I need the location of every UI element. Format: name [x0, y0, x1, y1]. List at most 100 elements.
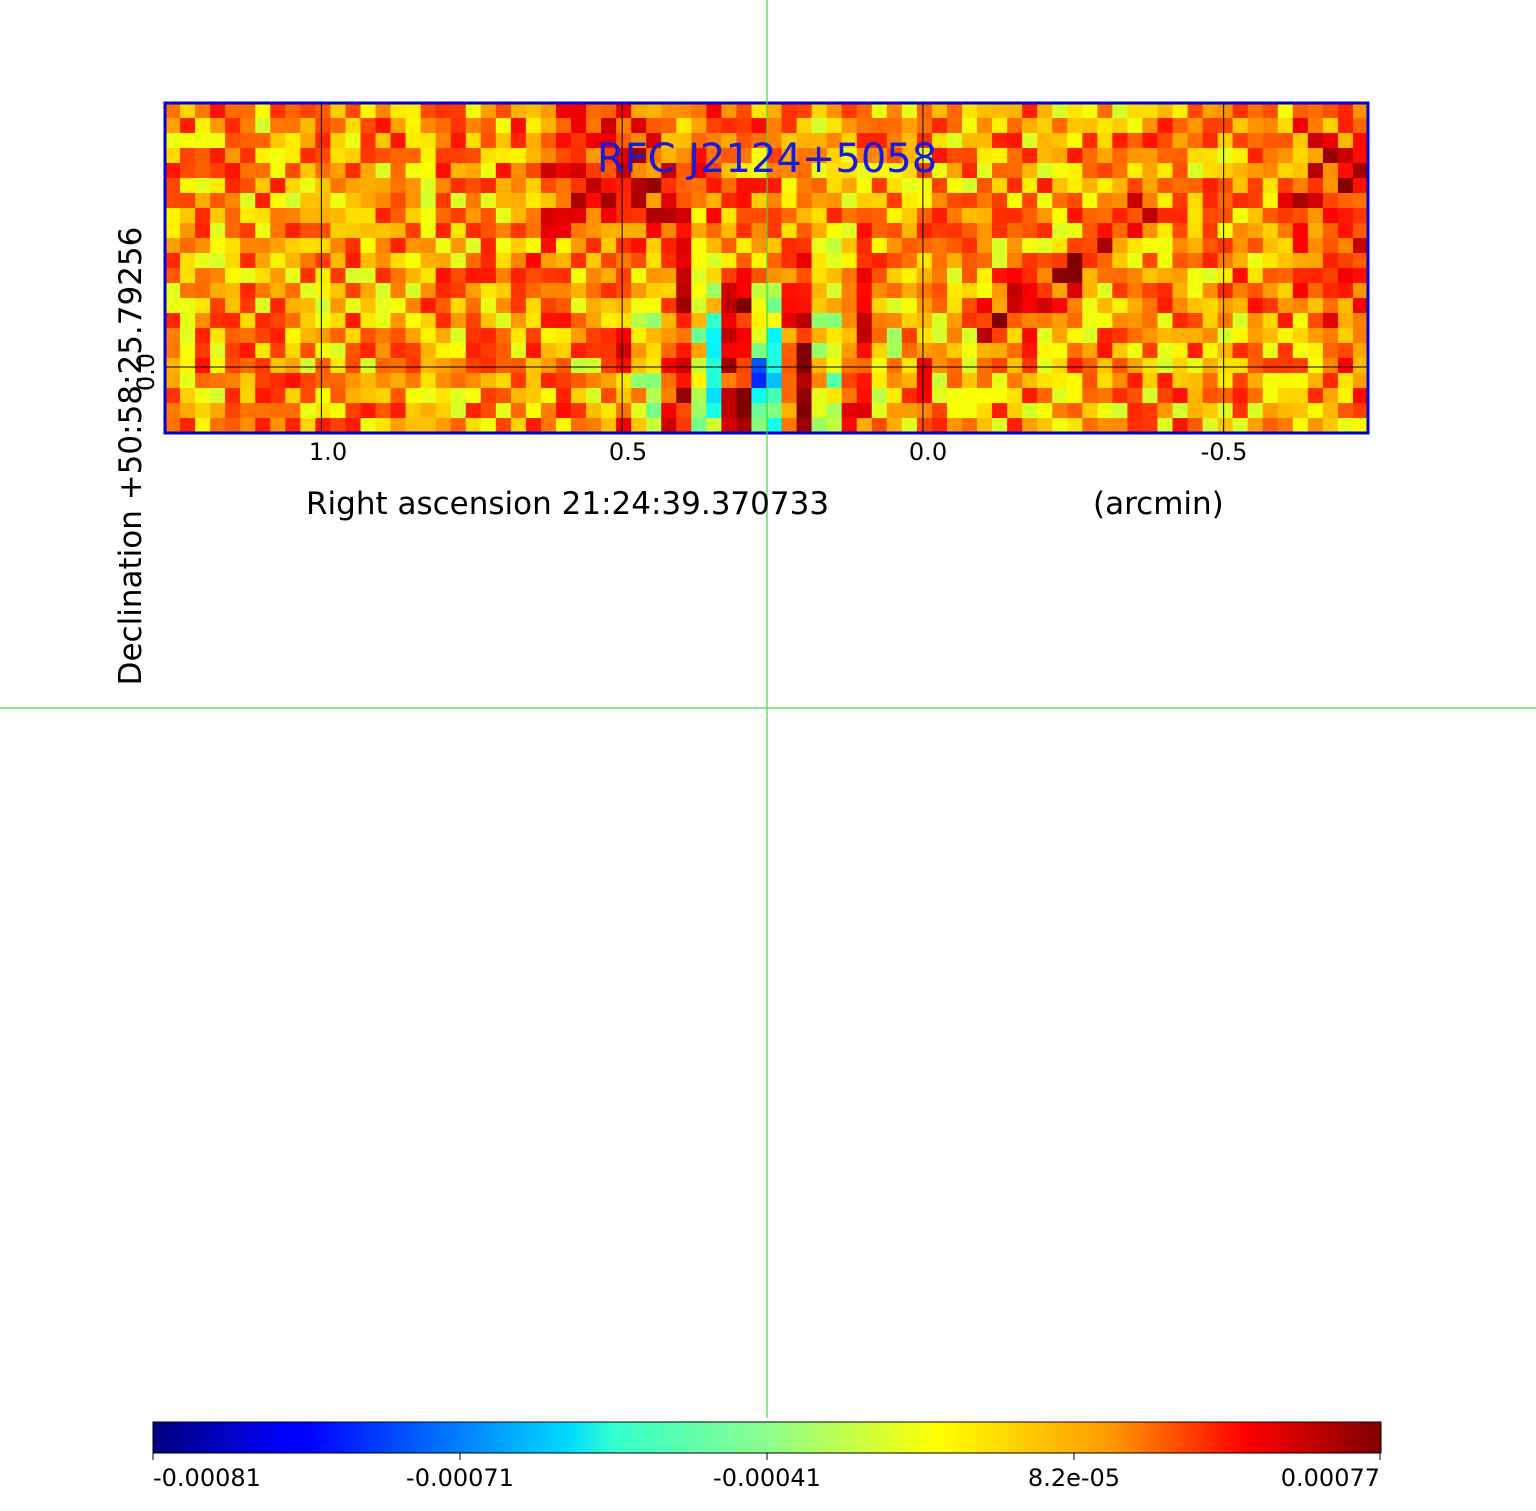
heatmap-cell	[1307, 388, 1324, 404]
heatmap-cell	[931, 118, 948, 134]
colorbar	[152, 1421, 1382, 1454]
heatmap-cell	[931, 208, 948, 224]
heatmap-cell	[1037, 268, 1053, 284]
heatmap-cell	[345, 328, 362, 344]
heatmap-cell	[1127, 208, 1144, 224]
heatmap-cell	[631, 253, 647, 269]
heatmap-cell	[330, 388, 347, 404]
heatmap-cell	[315, 328, 332, 344]
heatmap-cell	[225, 133, 241, 149]
heatmap-cell	[1007, 133, 1023, 149]
heatmap-cell	[661, 343, 677, 359]
heatmap-cell	[450, 223, 467, 239]
heatmap-cell	[691, 298, 707, 314]
heatmap-cell	[405, 178, 422, 194]
heatmap-cell	[931, 148, 948, 164]
heatmap-cell	[781, 343, 798, 359]
heatmap-cell	[586, 253, 602, 269]
heatmap-cell	[1172, 358, 1189, 374]
heatmap-cell	[916, 178, 933, 194]
heatmap-cell	[1322, 283, 1339, 299]
heatmap-cell	[405, 193, 422, 209]
heatmap-cell	[721, 418, 738, 434]
heatmap-cell	[225, 328, 241, 344]
heatmap-cell	[210, 388, 226, 404]
heatmap-cell	[841, 328, 858, 344]
heatmap-cell	[661, 298, 677, 314]
heatmap-cell	[510, 298, 527, 314]
heatmap-cell	[1232, 148, 1249, 164]
x-tick-label: 0.5	[608, 438, 648, 466]
heatmap-cell	[1157, 118, 1174, 134]
heatmap-cell	[1217, 148, 1234, 164]
heatmap-cell	[435, 238, 452, 254]
heatmap-cell	[1007, 163, 1023, 179]
heatmap-cell	[1112, 298, 1128, 314]
heatmap-cell	[420, 328, 437, 344]
heatmap-cell	[300, 328, 316, 344]
heatmap-cell	[1142, 133, 1159, 149]
heatmap-cell	[180, 178, 196, 194]
heatmap-cell	[992, 328, 1008, 344]
heatmap-cell	[315, 283, 332, 299]
heatmap-cell	[315, 298, 332, 314]
heatmap-cell	[390, 358, 407, 374]
heatmap-cell	[1247, 328, 1264, 344]
heatmap-cell	[315, 133, 332, 149]
heatmap-cell	[1352, 193, 1369, 209]
heatmap-cell	[390, 193, 407, 209]
heatmap-cell	[706, 403, 722, 419]
heatmap-cell	[661, 133, 677, 149]
heatmap-cell	[826, 133, 843, 149]
heatmap-cell	[1022, 223, 1038, 239]
heatmap-cell	[916, 343, 933, 359]
heatmap-cell	[646, 253, 662, 269]
heatmap-cell	[525, 238, 542, 254]
heatmap-cell	[1172, 418, 1189, 434]
heatmap-cell	[661, 208, 677, 224]
heatmap-image	[165, 103, 1369, 434]
heatmap-cell	[1322, 403, 1339, 419]
heatmap-cell	[1037, 328, 1053, 344]
heatmap-cell	[826, 253, 843, 269]
heatmap-cell	[721, 223, 738, 239]
heatmap-cell	[555, 298, 572, 314]
heatmap-cell	[180, 268, 196, 284]
heatmap-cell	[180, 298, 196, 314]
heatmap-cell	[691, 208, 707, 224]
heatmap-cell	[916, 268, 933, 284]
heatmap-cell	[1352, 388, 1369, 404]
heatmap-cell	[270, 298, 286, 314]
heatmap-cell	[1142, 163, 1159, 179]
heatmap-cell	[841, 268, 858, 284]
heatmap-cell	[255, 223, 271, 239]
heatmap-cell	[1187, 148, 1204, 164]
heatmap-cell	[706, 343, 722, 359]
heatmap-cell	[646, 238, 662, 254]
heatmap-cell	[946, 238, 963, 254]
heatmap-cell	[180, 133, 196, 149]
heatmap-cell	[751, 148, 768, 164]
heatmap-cell	[977, 328, 993, 344]
heatmap-cell	[225, 373, 241, 389]
heatmap-cell	[781, 118, 798, 134]
heatmap-cell	[555, 388, 572, 404]
heatmap-cell	[1187, 268, 1204, 284]
heatmap-cell	[661, 403, 677, 419]
heatmap-cell	[300, 148, 316, 164]
heatmap-cell	[375, 133, 392, 149]
heatmap-cell	[751, 373, 768, 389]
heatmap-cell	[405, 163, 422, 179]
heatmap-cell	[255, 103, 271, 119]
heatmap-cell	[826, 328, 843, 344]
heatmap-cell	[901, 388, 918, 404]
heatmap-cell	[1202, 358, 1219, 374]
heatmap-cell	[1007, 253, 1023, 269]
heatmap-cell	[811, 313, 828, 329]
heatmap-cell	[931, 253, 948, 269]
heatmap-cell	[270, 328, 286, 344]
heatmap-cell	[961, 178, 978, 194]
heatmap-cell	[330, 118, 347, 134]
heatmap-cell	[886, 148, 903, 164]
heatmap-cell	[691, 328, 707, 344]
